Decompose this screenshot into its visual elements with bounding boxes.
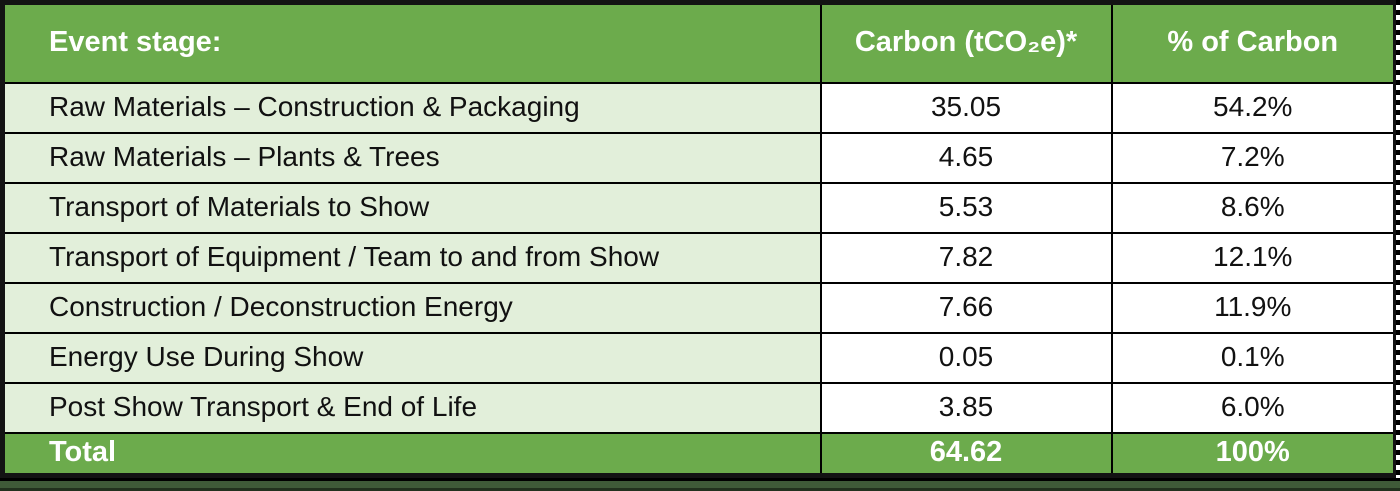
carbon-summary-table: Event stage: Carbon (tCO₂e)* % of Carbon… xyxy=(0,0,1398,478)
percent-cell: 6.0% xyxy=(1110,381,1397,434)
header-carbon-tco2e: Carbon (tCO₂e)* xyxy=(819,1,1113,84)
table-row-transport-equipment-team: Transport of Equipment / Team to and fro… xyxy=(1,231,1397,284)
header-event-stage: Event stage: xyxy=(1,1,822,84)
carbon-cell: 3.85 xyxy=(819,381,1113,434)
carbon-cell: 7.66 xyxy=(819,281,1113,334)
table-row-transport-materials: Transport of Materials to Show 5.53 8.6% xyxy=(1,181,1397,234)
stage-cell: Transport of Equipment / Team to and fro… xyxy=(1,231,822,284)
table-total-row: Total 64.62 100% xyxy=(1,431,1397,477)
stage-cell: Energy Use During Show xyxy=(1,331,822,384)
stage-cell: Construction / Deconstruction Energy xyxy=(1,281,822,334)
percent-cell: 54.2% xyxy=(1110,81,1397,134)
stage-cell: Raw Materials – Plants & Trees xyxy=(1,131,822,184)
total-carbon-cell: 64.62 xyxy=(819,431,1113,477)
table-row-construction-deconstruction-energy: Construction / Deconstruction Energy 7.6… xyxy=(1,281,1397,334)
stage-cell: Raw Materials – Construction & Packaging xyxy=(1,81,822,134)
total-percent-cell: 100% xyxy=(1110,431,1397,477)
carbon-cell: 4.65 xyxy=(819,131,1113,184)
percent-cell: 8.6% xyxy=(1110,181,1397,234)
stage-cell: Transport of Materials to Show xyxy=(1,181,822,234)
percent-cell: 0.1% xyxy=(1110,331,1397,384)
header-percent-of-carbon: % of Carbon xyxy=(1110,1,1397,84)
carbon-cell: 5.53 xyxy=(819,181,1113,234)
table-row-raw-materials-construction: Raw Materials – Construction & Packaging… xyxy=(1,81,1397,134)
table-row-raw-materials-plants: Raw Materials – Plants & Trees 4.65 7.2% xyxy=(1,131,1397,184)
carbon-cell: 0.05 xyxy=(819,331,1113,384)
percent-cell: 7.2% xyxy=(1110,131,1397,184)
table-bottom-shadow-strip xyxy=(0,478,1400,491)
percent-cell: 11.9% xyxy=(1110,281,1397,334)
carbon-cell: 7.82 xyxy=(819,231,1113,284)
percent-cell: 12.1% xyxy=(1110,231,1397,284)
page-edge-dashed-line xyxy=(1396,0,1400,491)
table-row-post-show-transport: Post Show Transport & End of Life 3.85 6… xyxy=(1,381,1397,434)
table-row-energy-use-during-show: Energy Use During Show 0.05 0.1% xyxy=(1,331,1397,384)
total-label-cell: Total xyxy=(1,431,822,477)
stage-cell: Post Show Transport & End of Life xyxy=(1,381,822,434)
table-header-row: Event stage: Carbon (tCO₂e)* % of Carbon xyxy=(1,1,1397,84)
carbon-cell: 35.05 xyxy=(819,81,1113,134)
